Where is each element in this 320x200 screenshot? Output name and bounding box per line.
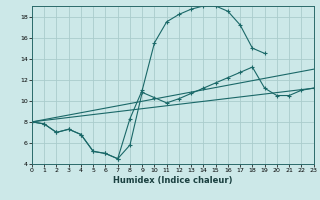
X-axis label: Humidex (Indice chaleur): Humidex (Indice chaleur)	[113, 176, 233, 185]
